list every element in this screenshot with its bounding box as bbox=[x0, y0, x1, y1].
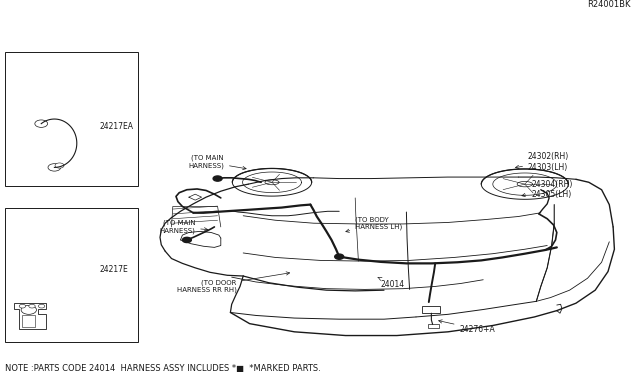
Text: R24001BK: R24001BK bbox=[587, 0, 630, 9]
Circle shape bbox=[48, 164, 61, 171]
Circle shape bbox=[38, 304, 45, 308]
Circle shape bbox=[335, 254, 344, 259]
Text: NOTE :PARTS CODE 24014  HARNESS ASSY INCLUDES *■  *MARKED PARTS.: NOTE :PARTS CODE 24014 HARNESS ASSY INCL… bbox=[5, 364, 321, 372]
Text: 24276+A: 24276+A bbox=[438, 320, 495, 334]
Text: (TO MAIN
HARNESS): (TO MAIN HARNESS) bbox=[188, 155, 246, 170]
Text: (TO BODY
HARNESS LH): (TO BODY HARNESS LH) bbox=[346, 216, 403, 232]
Bar bbox=[5, 52, 138, 186]
Text: 24217EA: 24217EA bbox=[99, 122, 133, 131]
Text: 24304(RH)
24305(LH): 24304(RH) 24305(LH) bbox=[522, 180, 573, 199]
Bar bbox=[422, 306, 440, 313]
Circle shape bbox=[182, 237, 191, 243]
Bar bbox=[428, 324, 439, 328]
Text: (TO DOOR
HARNESS RR RH): (TO DOOR HARNESS RR RH) bbox=[177, 272, 290, 294]
Circle shape bbox=[213, 176, 222, 181]
Polygon shape bbox=[14, 303, 46, 329]
Text: 24014: 24014 bbox=[378, 277, 405, 289]
Polygon shape bbox=[22, 315, 35, 327]
Circle shape bbox=[19, 304, 26, 308]
Text: 24217E: 24217E bbox=[99, 265, 128, 274]
Text: 24302(RH)
24303(LH): 24302(RH) 24303(LH) bbox=[515, 152, 569, 171]
Circle shape bbox=[35, 120, 47, 127]
Text: (TO MAIN
HARNESS): (TO MAIN HARNESS) bbox=[159, 220, 207, 234]
Circle shape bbox=[55, 163, 64, 168]
Circle shape bbox=[21, 305, 36, 314]
Circle shape bbox=[29, 304, 35, 308]
Bar bbox=[5, 208, 138, 342]
